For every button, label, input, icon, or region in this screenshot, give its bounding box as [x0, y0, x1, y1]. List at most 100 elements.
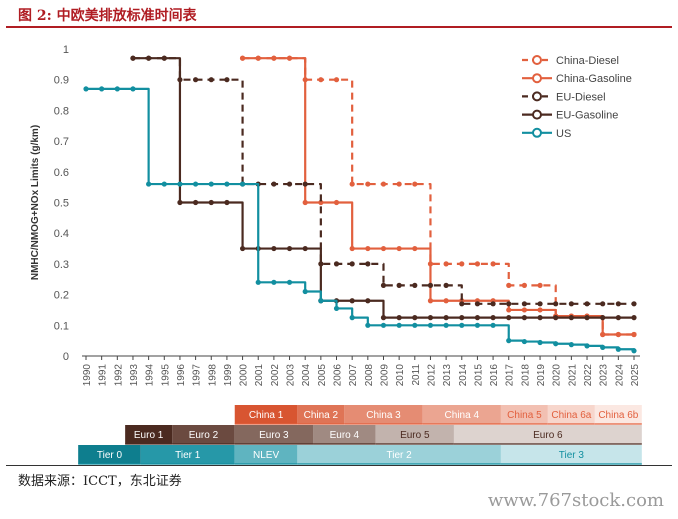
data-point	[286, 245, 293, 252]
legend-marker	[532, 91, 542, 102]
data-point	[474, 261, 481, 267]
band-label: China 6a	[551, 410, 591, 421]
x-tick-label: 2024	[614, 364, 625, 387]
data-point	[302, 181, 308, 187]
data-point	[412, 181, 418, 187]
data-point	[333, 77, 340, 83]
x-tick-label: 1991	[98, 364, 109, 387]
data-point	[584, 343, 590, 349]
data-point	[521, 282, 528, 288]
x-tick-label: 1994	[145, 364, 156, 387]
data-point	[271, 245, 277, 252]
data-point	[365, 322, 371, 328]
standards-row-eu: Euro 1 Euro 2 Euro 3 Euro 4 Euro 5 Euro 6	[125, 425, 642, 445]
data-point	[318, 77, 324, 83]
band-china-5: China 5	[500, 405, 548, 425]
data-point	[130, 55, 136, 61]
band-fill	[313, 425, 376, 444]
x-tick-label: 2001	[254, 364, 265, 387]
data-point	[490, 315, 496, 321]
band-fill	[500, 445, 642, 464]
band-label: China 2	[304, 410, 339, 421]
band-fill	[297, 445, 501, 464]
data-point	[396, 245, 402, 252]
band-label: China 6b	[598, 410, 638, 421]
watermark: www.767stock.com	[487, 490, 664, 511]
y-tick-label: 0	[63, 351, 69, 363]
data-point	[349, 245, 355, 252]
y-axis-title: NMHC/NMOG+NOx Limits (g/km)	[30, 125, 41, 280]
data-point	[537, 301, 543, 307]
series-us	[83, 86, 637, 354]
data-point	[615, 301, 621, 307]
band-fill	[594, 405, 642, 424]
data-point	[193, 199, 199, 206]
band-fill	[140, 445, 235, 464]
x-tick-label: 2009	[379, 364, 390, 387]
legend-label: US	[556, 128, 571, 140]
legend-item-china-diesel: China-Diesel	[522, 55, 619, 67]
figure-header: 图 2: 中欧美排放标准时间表	[6, 0, 672, 28]
x-tick-label: 1996	[176, 364, 187, 387]
data-point	[318, 199, 324, 206]
legend-marker	[532, 73, 542, 84]
y-tick-label: 0.6	[54, 167, 69, 179]
data-point	[380, 282, 387, 288]
band-label: Euro 1	[134, 430, 164, 441]
data-point	[443, 322, 449, 328]
data-point	[161, 181, 167, 187]
data-point	[521, 315, 528, 321]
x-tick-label: 2016	[489, 364, 500, 387]
series-line-china-gasoline	[242, 57, 634, 336]
data-point	[349, 261, 355, 267]
legend-item-us: US	[522, 127, 571, 140]
data-point	[224, 199, 230, 206]
data-point	[239, 181, 246, 187]
y-tick-label: 0.1	[54, 320, 69, 332]
band-fill	[297, 405, 345, 424]
band-label: Euro 4	[330, 430, 360, 441]
data-point	[255, 55, 261, 61]
band-label: Euro 6	[533, 430, 563, 441]
data-point	[615, 315, 621, 321]
series-line-eu-diesel	[132, 57, 634, 305]
x-tick-label: 2004	[301, 364, 312, 387]
band-fill	[234, 445, 298, 464]
x-tick-label: 2022	[583, 364, 594, 387]
band-china-4: China 4	[422, 405, 501, 425]
data-point	[333, 199, 340, 206]
data-point	[396, 315, 402, 321]
data-point	[380, 315, 387, 321]
legend-item-eu-diesel: EU-Diesel	[522, 91, 606, 103]
data-point	[443, 298, 449, 304]
y-tick-label: 0.4	[54, 228, 69, 240]
data-point	[631, 315, 637, 321]
legend-item-eu-gasoline: EU-Gasoline	[522, 109, 618, 122]
data-point	[208, 199, 214, 206]
band-label: China 4	[445, 410, 480, 421]
data-point	[490, 322, 496, 328]
band-fill	[547, 405, 595, 424]
band-fill	[172, 425, 235, 444]
y-tick-label: 0.7	[54, 136, 69, 148]
data-point	[427, 298, 434, 304]
x-tick-label: 2010	[395, 364, 406, 387]
data-point	[427, 322, 434, 328]
data-point	[459, 322, 465, 328]
data-point	[365, 245, 371, 252]
data-point	[271, 279, 277, 285]
data-point	[584, 301, 590, 307]
data-point	[459, 261, 465, 267]
chart-legend: China-Diesel China-Gasoline EU-Diesel EU-Ga…	[522, 55, 632, 140]
band-fill	[375, 425, 454, 444]
x-tick-label: 2011	[411, 364, 422, 386]
band-tier-0: Tier 0	[78, 445, 141, 465]
x-tick-label: 1998	[207, 364, 218, 387]
data-point	[631, 331, 637, 338]
data-point	[224, 181, 230, 187]
data-point	[443, 315, 449, 321]
data-point	[474, 301, 481, 307]
data-point	[443, 282, 449, 288]
source-divider	[6, 465, 672, 466]
band-euro-4: Euro 4	[313, 425, 376, 445]
